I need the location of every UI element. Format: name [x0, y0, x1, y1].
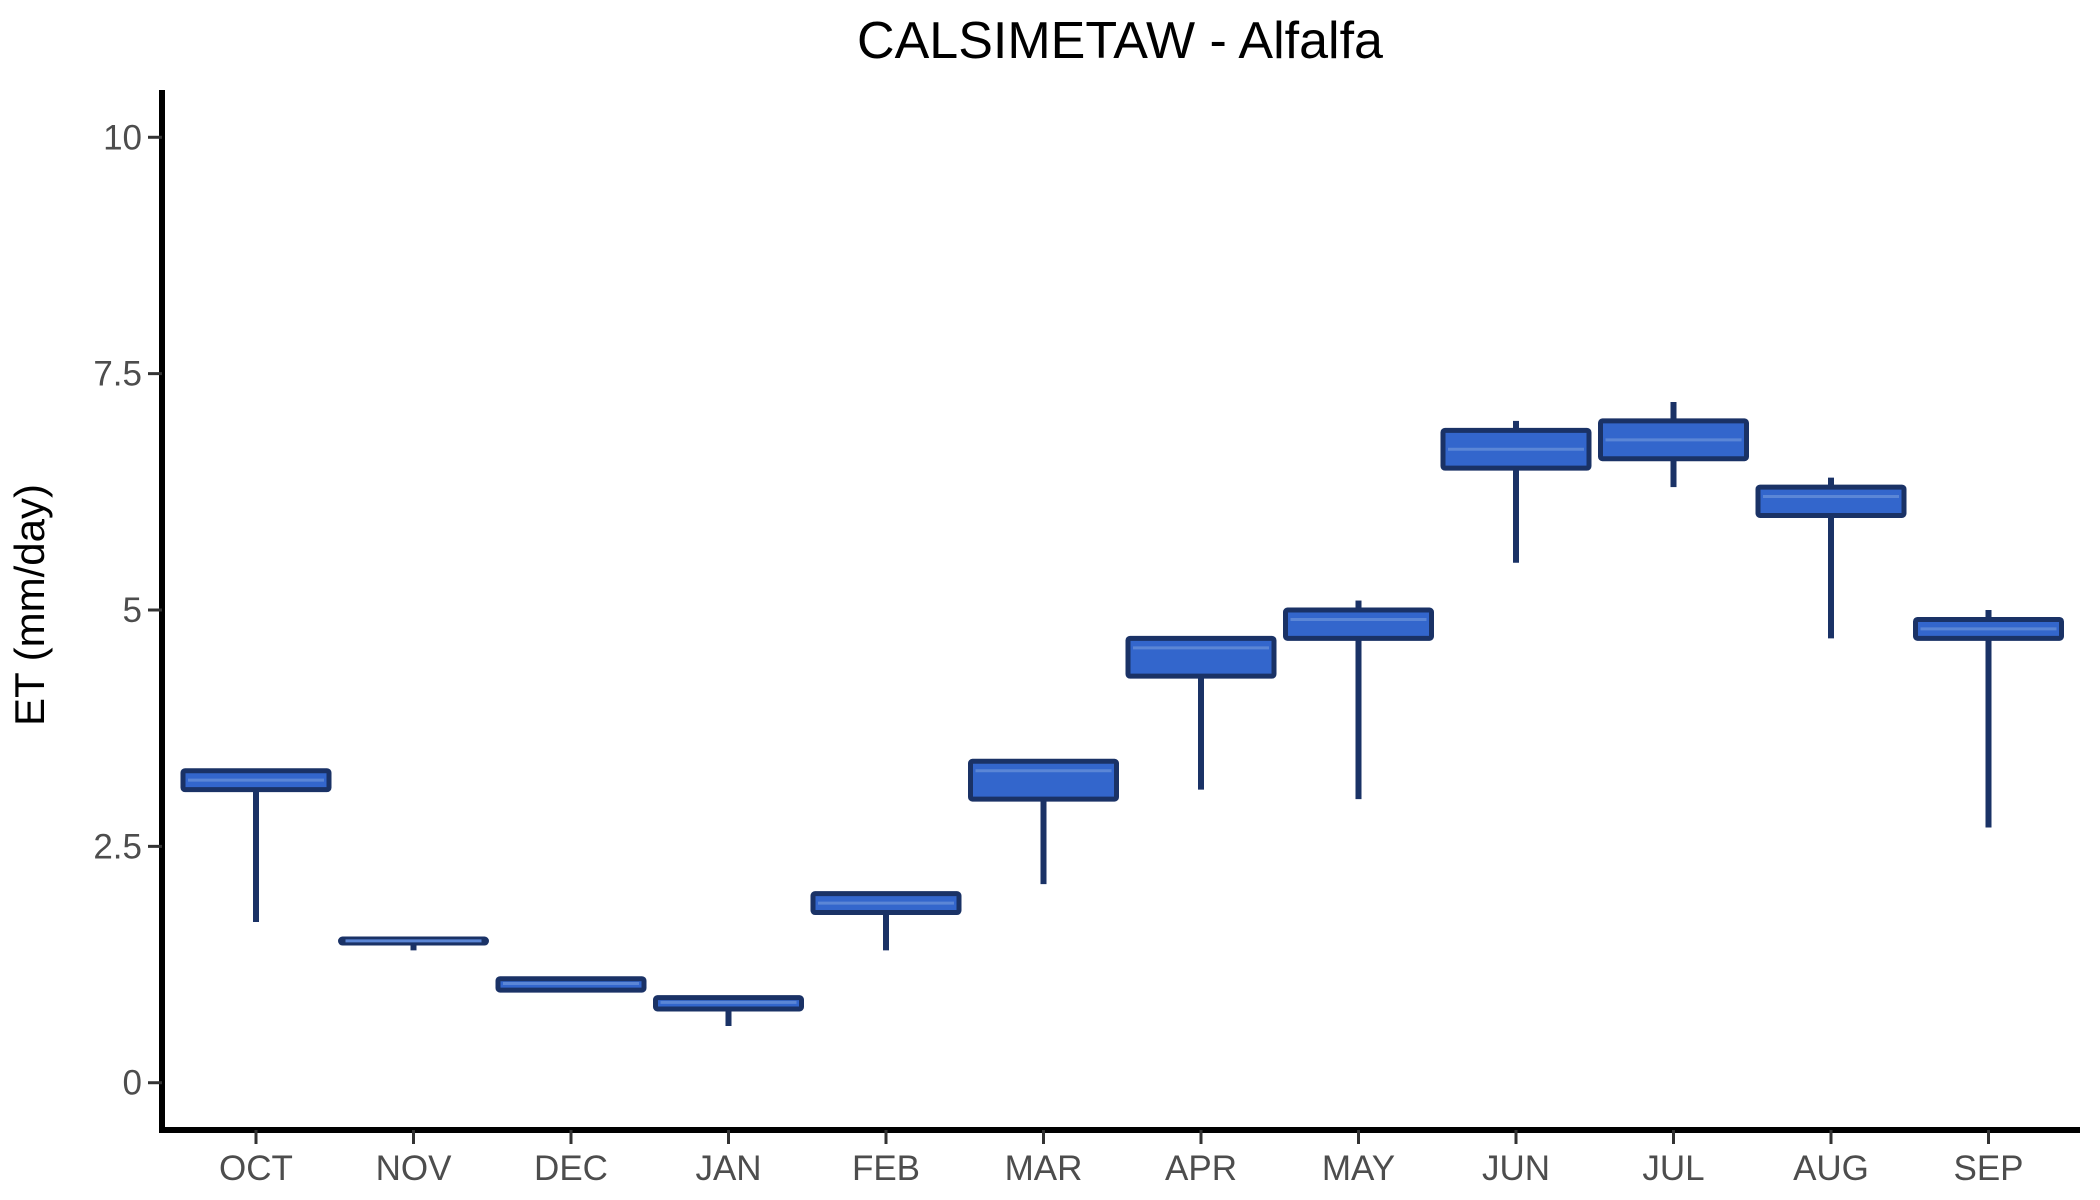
x-tick-label: MAR	[1005, 1149, 1083, 1188]
box-iqr	[1125, 635, 1277, 679]
x-tick-label: JUN	[1482, 1149, 1550, 1188]
box-jul	[1598, 402, 1749, 488]
x-tick-label: JAN	[695, 1149, 761, 1188]
x-tick-label: SEP	[1953, 1149, 2023, 1188]
x-tick-label: AUG	[1793, 1149, 1869, 1188]
x-tick-label: FEB	[852, 1149, 920, 1188]
y-tick-label: 0	[123, 1064, 142, 1103]
box-feb	[810, 891, 962, 951]
box-iqr	[1283, 607, 1434, 641]
box-dec	[495, 976, 647, 993]
box-apr	[1125, 635, 1277, 790]
box-sep	[1913, 610, 2064, 828]
x-tick-label: OCT	[219, 1149, 293, 1188]
box-aug	[1755, 477, 1907, 639]
box-oct	[180, 768, 332, 922]
axes: 0 2.5 5 7.5 10 OCT NOV DEC JAN FEB MAR APR MAY JUN JUL…	[93, 90, 2080, 1188]
x-tick-label: APR	[1165, 1149, 1237, 1188]
x-tick-label: NOV	[376, 1149, 453, 1188]
plot-area	[180, 402, 2064, 1026]
y-tick-label: 7.5	[93, 355, 142, 394]
box-jun	[1440, 420, 1592, 563]
y-tick-label: 10	[103, 118, 142, 157]
y-tick-label: 2.5	[93, 827, 142, 866]
box-nov	[338, 936, 489, 951]
chart-title: CALSIMETAW - Alfalfa	[857, 12, 1383, 70]
box-mar	[968, 758, 1119, 885]
y-axis-title: ET (mm/day)	[6, 484, 53, 726]
box-may	[1283, 600, 1434, 800]
x-tick-label: MAY	[1322, 1149, 1395, 1188]
box-iqr	[1755, 484, 1907, 518]
box-iqr	[968, 758, 1119, 802]
x-tick-label: JUL	[1642, 1149, 1704, 1188]
y-tick-label: 5	[123, 591, 142, 630]
box-jan	[653, 995, 804, 1026]
x-tick-label: DEC	[534, 1149, 608, 1188]
